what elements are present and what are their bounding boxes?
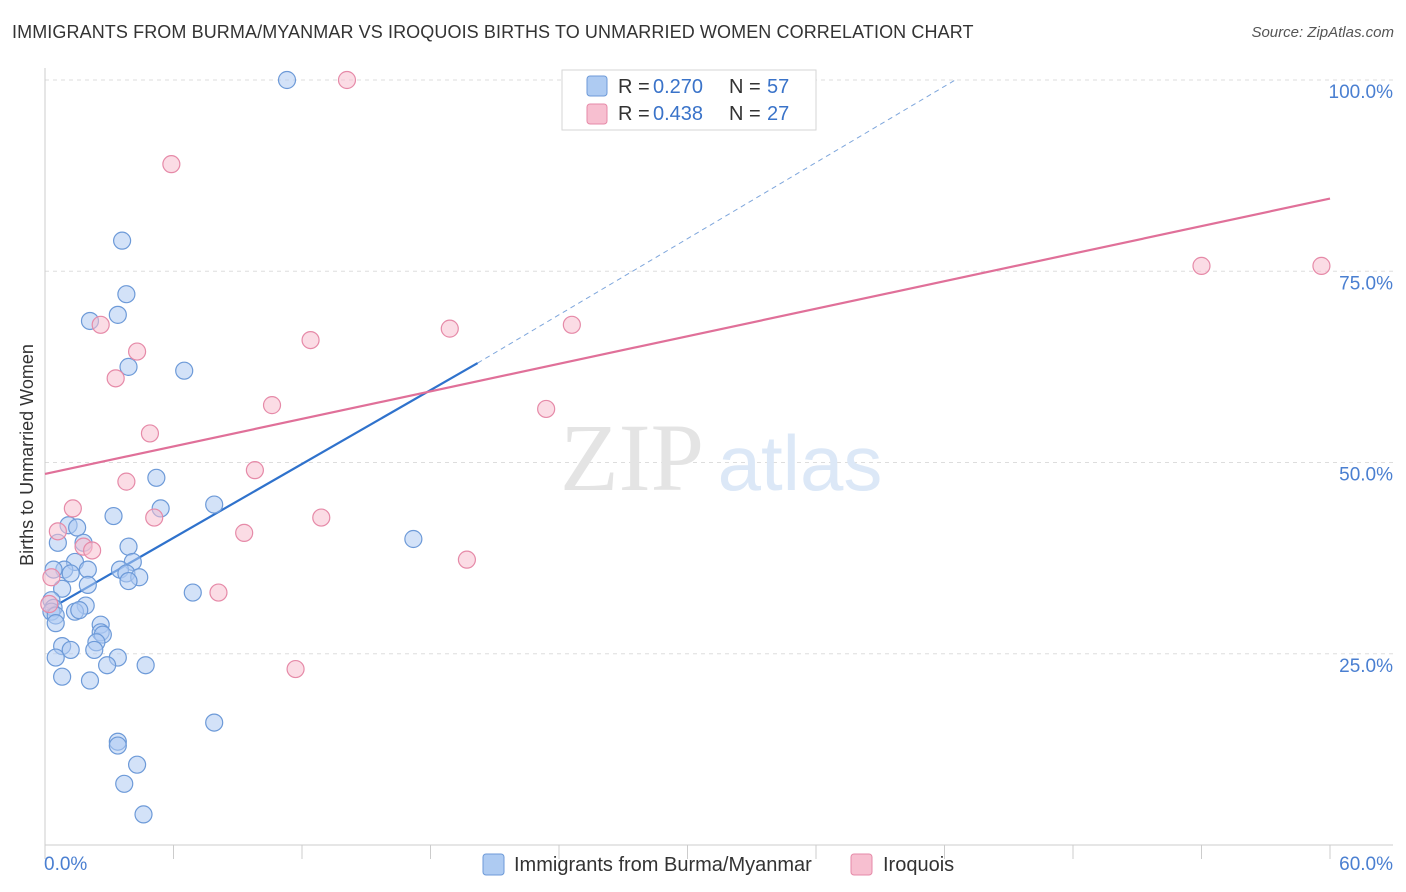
blue-point-47 (98, 656, 117, 675)
axes (44, 68, 1393, 859)
blue-point-53 (108, 736, 127, 755)
blue-point-49 (53, 667, 72, 686)
pink-point-11 (537, 399, 556, 419)
blue-point-7 (147, 468, 166, 487)
pink-point-15 (63, 499, 82, 518)
watermark: ZIP atlas (560, 404, 882, 511)
pink-point-7 (562, 315, 581, 334)
data-points (40, 70, 1331, 824)
blue-trend-extension (477, 79, 956, 364)
legend-swatch-blue (586, 75, 608, 97)
pink-point-0 (337, 70, 357, 90)
bottom-legend-label-pink: Iroquois (883, 854, 954, 876)
pink-point-26 (286, 659, 305, 679)
blue-point-25 (119, 571, 138, 591)
pink-point-13 (245, 461, 264, 480)
x-tick-label-0: 0.0% (44, 854, 87, 875)
pink-point-23 (42, 568, 61, 587)
blue-point-44 (61, 640, 80, 660)
blue-point-12 (68, 518, 87, 537)
pink-point-8 (127, 342, 147, 361)
blue-point-9 (205, 495, 224, 514)
blue-point-55 (115, 774, 134, 793)
blue-point-37 (70, 601, 89, 620)
y-tick-label-75: 75.0% (1339, 273, 1393, 294)
legend-n-label-blue: N = (729, 76, 761, 98)
blue-point-34 (46, 614, 65, 633)
legend-r-value-blue: 0.270 (653, 76, 703, 98)
legend-n-value-pink: 27 (767, 103, 789, 125)
blue-point-5 (119, 357, 138, 376)
watermark-zip: ZIP (560, 404, 704, 511)
bottom-legend-label-blue: Immigrants from Burma/Myanmar (514, 854, 812, 876)
blue-point-56 (134, 805, 153, 824)
pink-point-25 (40, 594, 59, 614)
pink-point-18 (48, 522, 67, 541)
correlation-legend: R = 0.270 N = 57 R = 0.438 N = 27 (561, 69, 817, 131)
blue-point-1 (112, 231, 132, 250)
blue-point-2 (117, 285, 136, 304)
pink-point-17 (312, 508, 331, 527)
pink-point-1 (162, 155, 181, 174)
pink-point-24 (209, 583, 228, 602)
pink-point-5 (301, 331, 320, 350)
blue-point-29 (183, 583, 202, 602)
y-tick-label-25: 25.0% (1339, 656, 1393, 677)
blue-point-28 (404, 529, 423, 549)
y-tick-label-50: 50.0% (1339, 465, 1393, 486)
legend-r-label-pink: R = (618, 103, 650, 125)
pink-point-16 (145, 508, 164, 527)
bottom-legend-swatch-pink (850, 853, 873, 876)
pink-point-14 (117, 472, 136, 491)
y-tick-label-100: 100.0% (1329, 82, 1394, 103)
y-tick-labels: 25.0% 50.0% 75.0% 100.0% (1329, 82, 1394, 677)
pink-point-12 (140, 424, 160, 443)
blue-point-6 (175, 361, 194, 380)
pink-point-22 (457, 550, 477, 569)
legend-n-value-blue: 57 (767, 76, 789, 98)
legend-r-label-blue: R = (618, 76, 650, 98)
blue-point-54 (127, 755, 147, 774)
pink-point-3 (1312, 256, 1331, 275)
blue-point-42 (85, 640, 104, 660)
blue-point-26 (78, 575, 97, 595)
blue-point-0 (277, 70, 297, 90)
source-label: Source: ZipAtlas.com (1251, 24, 1394, 41)
blue-point-45 (46, 648, 65, 667)
chart-title: IMMIGRANTS FROM BURMA/MYANMAR VS IROQUOI… (12, 22, 974, 42)
x-tick-labels: 0.0% 60.0% (44, 854, 1393, 875)
pink-point-19 (235, 523, 254, 542)
y-axis-label: Births to Unmarried Women (17, 344, 37, 566)
blue-point-48 (136, 656, 155, 675)
pink-point-4 (91, 315, 110, 334)
blue-point-22 (61, 564, 80, 583)
blue-point-3 (108, 305, 127, 324)
blue-point-50 (80, 671, 100, 690)
blue-trend-line (44, 362, 479, 613)
blue-point-20 (78, 560, 97, 579)
pink-trend-line (44, 197, 1331, 476)
blue-point-13 (119, 537, 138, 556)
blue-point-27 (53, 579, 72, 598)
blue-point-51 (205, 713, 224, 732)
blue-point-10 (104, 506, 123, 526)
legend-r-value-pink: 0.438 (653, 103, 703, 125)
x-tick-label-60: 60.0% (1339, 854, 1393, 875)
pink-point-10 (262, 396, 282, 415)
gridlines (45, 79, 1393, 655)
legend-swatch-pink (586, 103, 608, 125)
watermark-atlas: atlas (718, 419, 883, 507)
legend-n-label-pink: N = (729, 103, 761, 125)
series-legend: Immigrants from Burma/Myanmar Iroquois (482, 853, 954, 876)
pink-point-9 (106, 369, 125, 388)
pink-point-21 (83, 541, 102, 560)
bottom-legend-swatch-blue (482, 853, 505, 876)
pink-point-6 (440, 319, 459, 338)
pink-point-2 (1192, 256, 1211, 275)
